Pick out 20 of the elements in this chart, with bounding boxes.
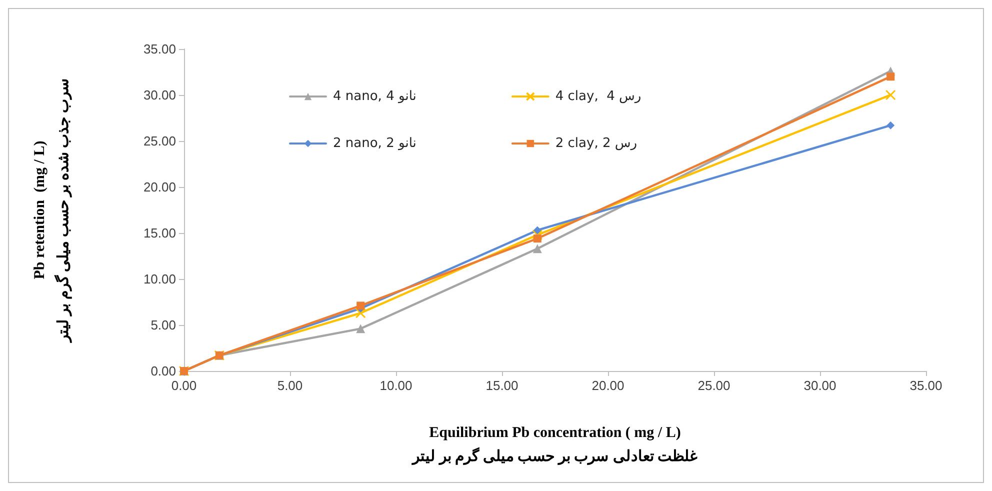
legend-label: 4 nano, 4 نانو xyxy=(333,89,416,104)
y-tick-label: 10.00 xyxy=(143,272,176,286)
x-tick-label: 10.00 xyxy=(380,378,412,393)
x-tick-label: 5.00 xyxy=(277,378,303,393)
y-tick-label: 20.00 xyxy=(143,180,176,194)
y-tick-label: 25.00 xyxy=(143,134,176,148)
y-tick-label: 35.00 xyxy=(143,42,176,56)
legend-label: 4 clay, 4 رس xyxy=(555,89,642,104)
y-tick-label: 30.00 xyxy=(143,88,176,102)
x-tick-label: 20.00 xyxy=(592,378,624,393)
x-tick-label: 25.00 xyxy=(698,378,730,393)
legend-label: 2 clay, 2 رس xyxy=(555,136,638,151)
x-tick-label: 15.00 xyxy=(486,378,518,393)
x-tick-label: 35.00 xyxy=(910,378,942,393)
y-tick-label: 5.00 xyxy=(150,318,176,332)
legend-label: 2 nano, 2 نانو xyxy=(333,136,416,151)
x-tick-label: 30.00 xyxy=(804,378,836,393)
y-tick-label: 0.00 xyxy=(150,364,176,378)
x-tick-label: 0.00 xyxy=(171,378,197,393)
y-tick-label: 15.00 xyxy=(143,226,176,240)
